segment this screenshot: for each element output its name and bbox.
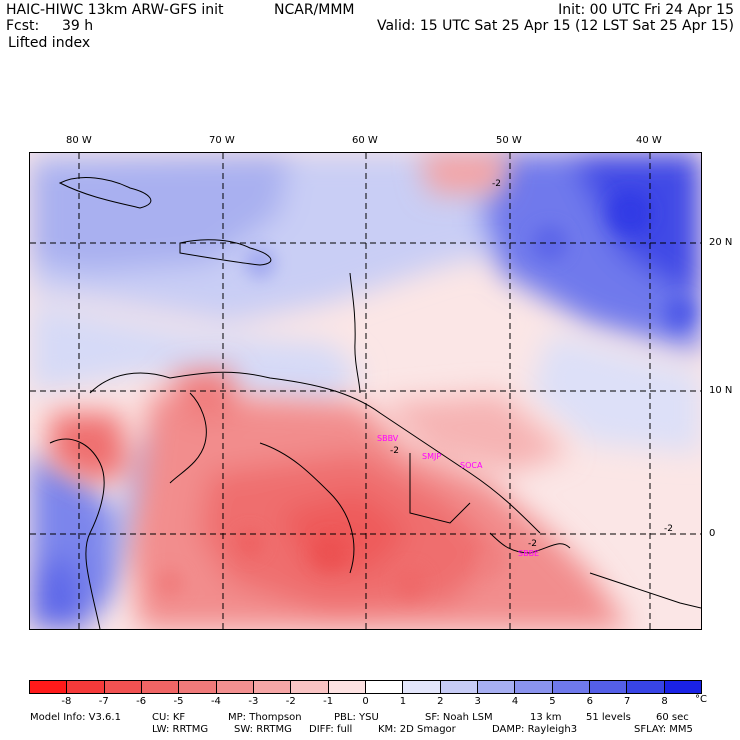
colorbar-segment (403, 681, 441, 693)
colorbar-label: 4 (511, 696, 519, 707)
colorbar-label: 1 (399, 696, 407, 707)
footer-km: KM: 2D Smagor (378, 724, 456, 735)
colorbar-label: -2 (285, 696, 296, 707)
lon-label-50w: 50 W (496, 135, 522, 146)
colorbar-segment (67, 681, 105, 693)
colorbar (29, 680, 702, 694)
colorbar-unit: °C (695, 694, 707, 705)
colorbar-segment (179, 681, 217, 693)
brazil-east-coast (589, 572, 701, 609)
colorbar-segment (30, 681, 68, 693)
footer-sf: SF: Noah LSM (425, 712, 493, 723)
guianas-border (409, 453, 471, 524)
colorbar-label: -6 (136, 696, 147, 707)
footer-mp: MP: Thompson (228, 712, 302, 723)
colorbar-label: -1 (323, 696, 334, 707)
lon-label-80w: 80 W (66, 135, 92, 146)
colorbar-label: 2 (437, 696, 444, 707)
lon-label-70w: 70 W (209, 135, 235, 146)
forecast-hour: 39 h (62, 18, 94, 34)
hispaniola (179, 239, 272, 266)
lat-label-0: 0 (709, 528, 716, 539)
lat-label-20n: 20 N (709, 237, 733, 248)
colorbar-label: 6 (586, 696, 594, 707)
colorbar-label: 8 (661, 696, 668, 707)
colorbar-segment (440, 681, 478, 693)
colorbar-segment (515, 681, 553, 693)
valid-time: Valid: 15 UTC Sat 25 Apr 15 (12 LST Sat … (376, 18, 734, 34)
footer-pbl: PBL: YSU (334, 712, 379, 723)
footer-resolution: 13 km (530, 712, 562, 723)
colorbar-segment (477, 681, 516, 693)
colorbar-segment (291, 681, 329, 693)
contour-label: -2 (492, 179, 501, 189)
cuba (58, 177, 152, 209)
model-title: HAIC-HIWC 13km ARW-GFS init (6, 2, 224, 18)
footer-lw: LW: RRTMG (152, 724, 209, 735)
footer-sflay: SFLAY: MM5 (634, 724, 693, 735)
colorbar-label: -3 (248, 696, 259, 707)
contour-label: -2 (528, 539, 537, 549)
station-sbbe: SBBE (518, 549, 539, 558)
station-sbbv: SBBV (377, 434, 399, 443)
colombia-coast (49, 438, 105, 629)
lesser-antilles (349, 272, 361, 394)
footer-diff: DIFF: full (309, 724, 353, 735)
lat-label-10n: 10 N (709, 385, 733, 396)
colorbar-segment (664, 681, 701, 693)
colorbar-segment (253, 681, 292, 693)
coastlines (49, 177, 701, 629)
footer-timestep: 60 sec (656, 712, 689, 723)
station-soca: SOCA (460, 461, 483, 470)
lifted-index-map: -2 -2 -2 -2 SBBV SMJP SOCA SBBE (29, 152, 702, 630)
field-name: Lifted index (8, 35, 91, 51)
colorbar-segment (104, 681, 142, 693)
footer-damp: DAMP: Rayleigh3 (492, 724, 578, 735)
forecast-label: Fcst: (6, 18, 40, 34)
colorbar-segment (552, 681, 590, 693)
amazon-delta (489, 532, 571, 554)
colorbar-label: 5 (549, 696, 556, 707)
contour-label: -2 (664, 524, 673, 534)
footer-cu: CU: KF (152, 712, 186, 723)
venezuela-border (169, 392, 207, 484)
colorbar-label: -5 (173, 696, 184, 707)
map-canvas: -2 -2 -2 -2 SBBV SMJP SOCA SBBE (30, 153, 701, 629)
footer-model-info: Model Info: V3.6.1 (30, 712, 121, 723)
colorbar-label: -4 (210, 696, 221, 707)
footer-sw: SW: RRTMG (234, 724, 292, 735)
colorbar-segment (589, 681, 628, 693)
lon-label-60w: 60 W (352, 135, 378, 146)
colorbar-segment (627, 681, 665, 693)
station-smjp: SMJP (422, 452, 441, 461)
footer-levels: 51 levels (586, 712, 631, 723)
init-time: Init: 00 UTC Fri 24 Apr 15 (558, 2, 734, 18)
colorbar-label: -8 (61, 696, 72, 707)
unstable-field (50, 153, 630, 629)
brazil-border (259, 442, 355, 574)
field-texture (156, 191, 696, 599)
colorbar-label: 0 (362, 696, 369, 707)
colorbar-segment (216, 681, 254, 693)
colorbar-segment (328, 681, 366, 693)
contour-label: -2 (390, 446, 399, 456)
colorbar-segment (141, 681, 180, 693)
south-america-north-coast (89, 371, 541, 534)
graticule (30, 153, 701, 629)
colorbar-label: 7 (624, 696, 631, 707)
colorbar-label: 3 (474, 696, 481, 707)
org-label: NCAR/MMM (274, 2, 355, 18)
colorbar-segment (365, 681, 404, 693)
colorbar-label: -7 (98, 696, 109, 707)
lon-label-40w: 40 W (636, 135, 662, 146)
